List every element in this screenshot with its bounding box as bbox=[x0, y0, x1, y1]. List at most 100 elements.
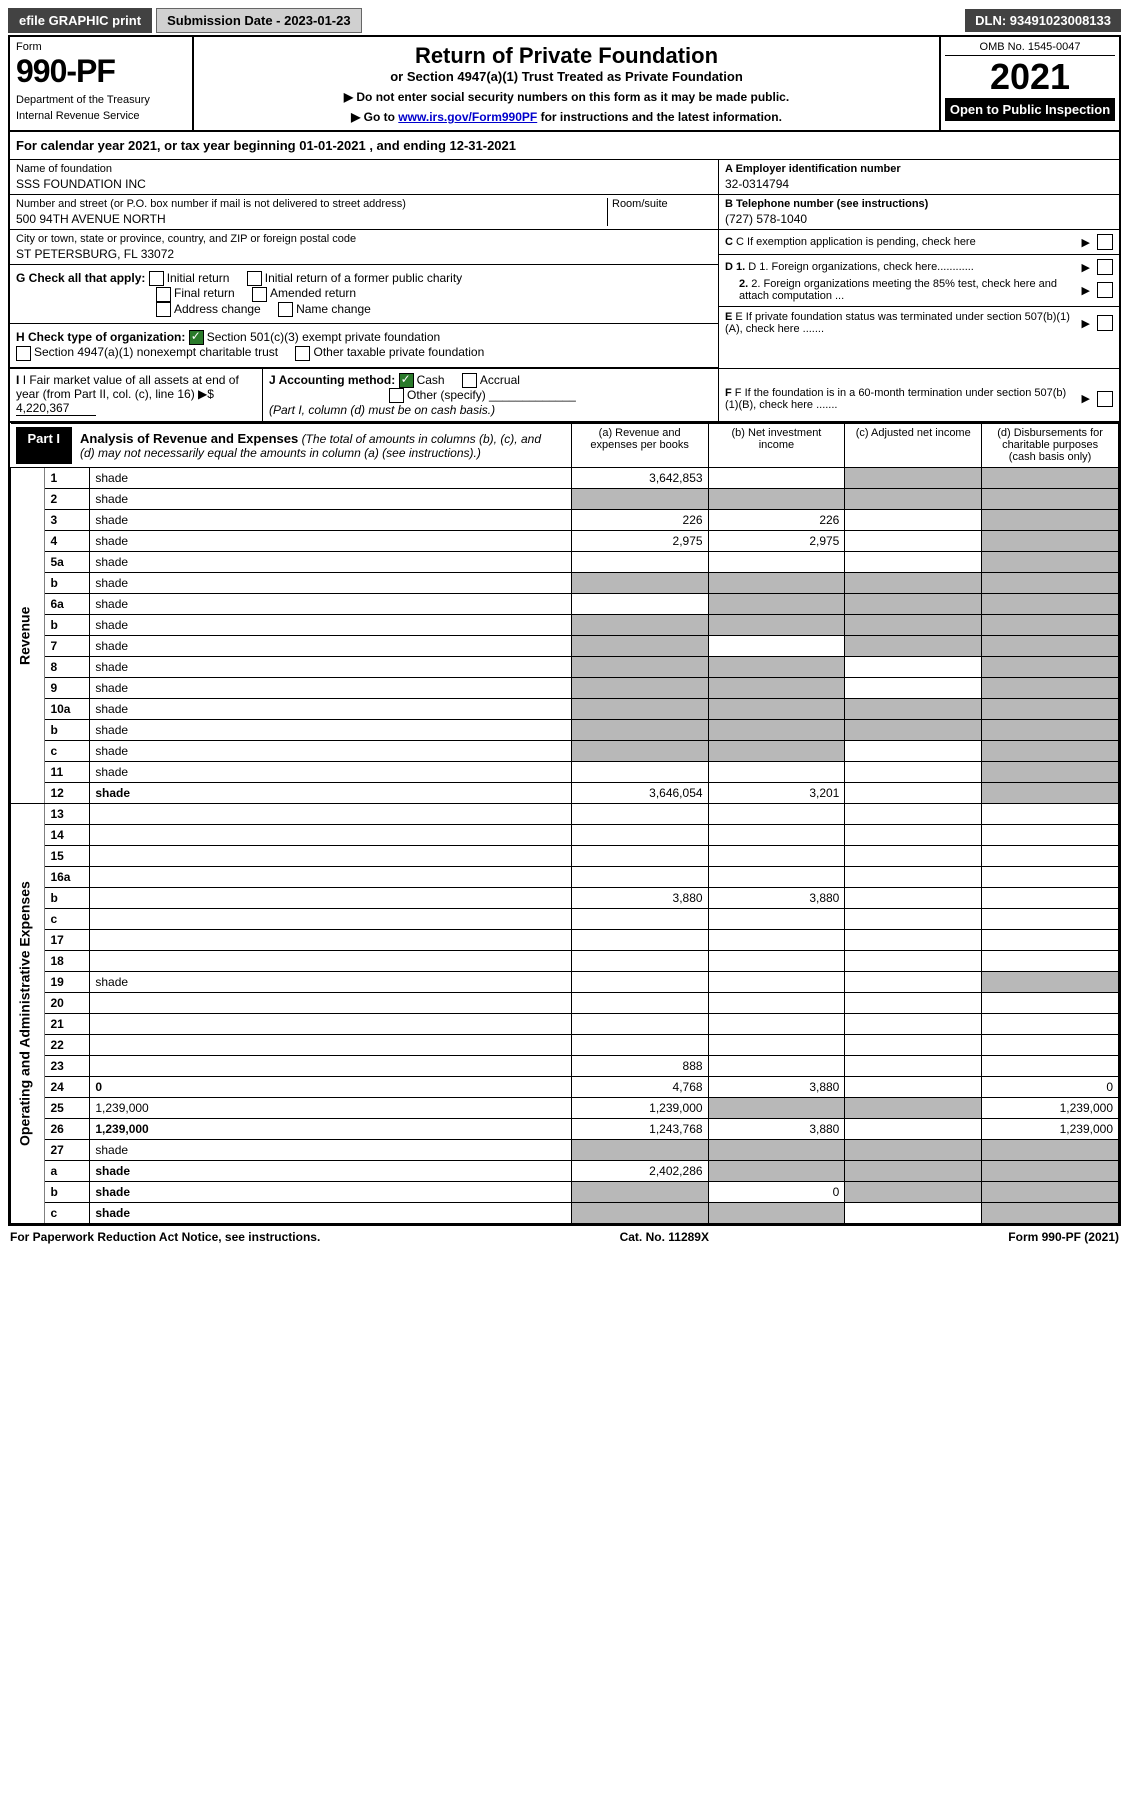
cell-b bbox=[708, 972, 845, 993]
c-label: C If exemption application is pending, c… bbox=[736, 236, 976, 248]
cell-c bbox=[845, 825, 982, 846]
row-desc: shade bbox=[90, 573, 571, 594]
check-name-change[interactable] bbox=[278, 302, 293, 317]
row-num: 27 bbox=[45, 1140, 90, 1161]
table-row: Revenue1shade3,642,853 bbox=[11, 468, 1119, 489]
check-other-taxable[interactable] bbox=[295, 346, 310, 361]
cell-d bbox=[982, 552, 1119, 573]
a-cell: A Employer identification number 32-0314… bbox=[719, 160, 1119, 195]
cell-d bbox=[982, 1056, 1119, 1077]
h-label: H Check type of organization: bbox=[16, 330, 185, 344]
a-label: A Employer identification number bbox=[725, 163, 1113, 175]
row-desc bbox=[90, 951, 571, 972]
cell-d bbox=[982, 846, 1119, 867]
check-amended[interactable] bbox=[252, 287, 267, 302]
row-num: b bbox=[45, 888, 90, 909]
e-cell: E E If private foundation status was ter… bbox=[719, 307, 1119, 339]
cell-a bbox=[571, 720, 708, 741]
revenue-side-label: Revenue bbox=[11, 468, 45, 804]
table-row: 23888 bbox=[11, 1056, 1119, 1077]
table-row: 11shade bbox=[11, 762, 1119, 783]
row-desc bbox=[90, 867, 571, 888]
form-label: Form bbox=[16, 41, 186, 53]
b-cell: B Telephone number (see instructions) (7… bbox=[719, 195, 1119, 230]
row-num: 2 bbox=[45, 489, 90, 510]
footer-mid: Cat. No. 11289X bbox=[620, 1230, 709, 1244]
submission-button[interactable]: Submission Date - 2023-01-23 bbox=[156, 8, 362, 33]
check-final-return[interactable] bbox=[156, 287, 171, 302]
row-num: 19 bbox=[45, 972, 90, 993]
check-initial-former[interactable] bbox=[247, 271, 262, 286]
row-num: 16a bbox=[45, 867, 90, 888]
check-cash[interactable] bbox=[399, 373, 414, 388]
cell-b bbox=[708, 741, 845, 762]
efile-button[interactable]: efile GRAPHIC print bbox=[8, 8, 152, 33]
h2-label: Section 4947(a)(1) nonexempt charitable … bbox=[34, 345, 278, 359]
cell-c bbox=[845, 720, 982, 741]
row-desc bbox=[90, 1035, 571, 1056]
table-row: 20 bbox=[11, 993, 1119, 1014]
cell-b bbox=[708, 1161, 845, 1182]
f-checkbox[interactable] bbox=[1097, 391, 1113, 407]
col-c-head: (c) Adjusted net income bbox=[845, 424, 982, 468]
table-row: ashade2,402,286 bbox=[11, 1161, 1119, 1182]
header-left: Form 990-PF Department of the Treasury I… bbox=[10, 37, 194, 130]
room-label: Room/suite bbox=[607, 198, 712, 226]
cell-d bbox=[982, 636, 1119, 657]
cell-c bbox=[845, 678, 982, 699]
check-other-method[interactable] bbox=[389, 388, 404, 403]
check-address-change[interactable] bbox=[156, 302, 171, 317]
d2-checkbox[interactable] bbox=[1097, 282, 1113, 298]
form-link[interactable]: www.irs.gov/Form990PF bbox=[398, 110, 537, 124]
dln-label: DLN: 93491023008133 bbox=[965, 9, 1121, 32]
cell-b bbox=[708, 846, 845, 867]
g3-label: Final return bbox=[174, 286, 235, 300]
row-desc: shade bbox=[90, 1140, 571, 1161]
row-desc: shade bbox=[90, 636, 571, 657]
row-num: b bbox=[45, 1182, 90, 1203]
check-501c3[interactable] bbox=[189, 330, 204, 345]
cell-c bbox=[845, 972, 982, 993]
dept-treasury: Department of the Treasury bbox=[16, 94, 186, 106]
cell-a bbox=[571, 951, 708, 972]
cell-b bbox=[708, 594, 845, 615]
cell-a bbox=[571, 972, 708, 993]
cell-c bbox=[845, 1119, 982, 1140]
table-row: 12shade3,646,0543,201 bbox=[11, 783, 1119, 804]
cell-a: 3,880 bbox=[571, 888, 708, 909]
row-num: 10a bbox=[45, 699, 90, 720]
j3-label: Other (specify) bbox=[407, 388, 486, 402]
instr-2-pre: ▶ Go to bbox=[351, 110, 398, 124]
d1-checkbox[interactable] bbox=[1097, 259, 1113, 275]
d1-label: D 1. Foreign organizations, check here..… bbox=[748, 261, 974, 273]
row-desc bbox=[90, 1056, 571, 1077]
cell-b: 2,975 bbox=[708, 531, 845, 552]
form-title: Return of Private Foundation bbox=[204, 43, 929, 69]
row-num: 7 bbox=[45, 636, 90, 657]
part-title-cell: Analysis of Revenue and Expenses (The to… bbox=[72, 427, 566, 464]
cell-c bbox=[845, 909, 982, 930]
name-label: Name of foundation bbox=[16, 163, 712, 175]
c-checkbox[interactable] bbox=[1097, 234, 1113, 250]
fmv-value: 4,220,367 bbox=[16, 401, 96, 416]
row-num: b bbox=[45, 573, 90, 594]
cell-b bbox=[708, 636, 845, 657]
cell-d bbox=[982, 468, 1119, 489]
street-address: 500 94TH AVENUE NORTH bbox=[16, 212, 607, 226]
footer-right: Form 990-PF (2021) bbox=[1008, 1230, 1119, 1244]
header-center: Return of Private Foundation or Section … bbox=[194, 37, 939, 130]
check-4947[interactable] bbox=[16, 346, 31, 361]
cell-d bbox=[982, 972, 1119, 993]
check-initial-return[interactable] bbox=[149, 271, 164, 286]
part-badge: Part I bbox=[16, 427, 73, 464]
cell-c bbox=[845, 531, 982, 552]
table-row: 9shade bbox=[11, 678, 1119, 699]
cell-d bbox=[982, 657, 1119, 678]
row-desc: shade bbox=[90, 657, 571, 678]
cell-c bbox=[845, 867, 982, 888]
cell-d bbox=[982, 1035, 1119, 1056]
cell-c bbox=[845, 783, 982, 804]
e-checkbox[interactable] bbox=[1097, 315, 1113, 331]
check-accrual[interactable] bbox=[462, 373, 477, 388]
form-subtitle: or Section 4947(a)(1) Trust Treated as P… bbox=[204, 69, 929, 84]
